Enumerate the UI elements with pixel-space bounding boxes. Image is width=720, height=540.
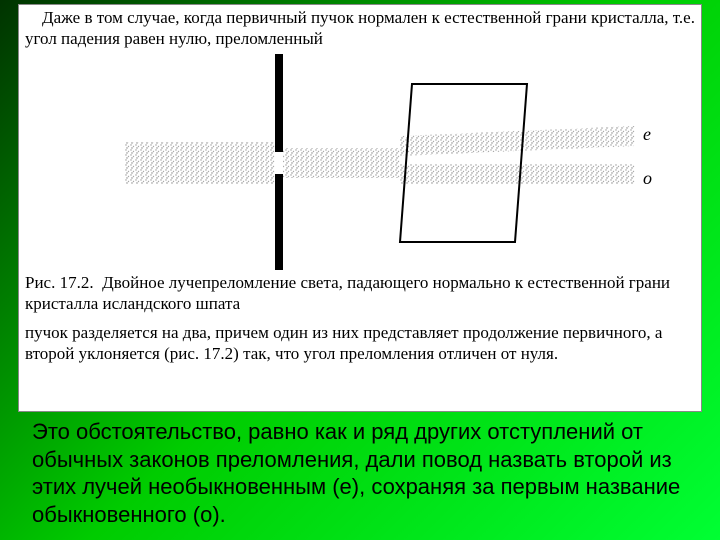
figure-svg: eo [25,54,695,270]
body-paragraph: пучок разделяется на два, причем один из… [25,322,695,365]
svg-text:o: o [643,168,652,188]
figure-caption: Рис. 17.2. Двойное лучепреломление света… [25,272,695,315]
top-paragraph: Даже в том случае, когда первичный пучок… [25,7,695,50]
svg-text:e: e [643,124,651,144]
summary-text: Это обстоятельство, равно как и ряд друг… [32,418,692,528]
figure-17-2: eo [25,54,695,270]
paper-block: Даже в том случае, когда первичный пучок… [18,4,702,412]
